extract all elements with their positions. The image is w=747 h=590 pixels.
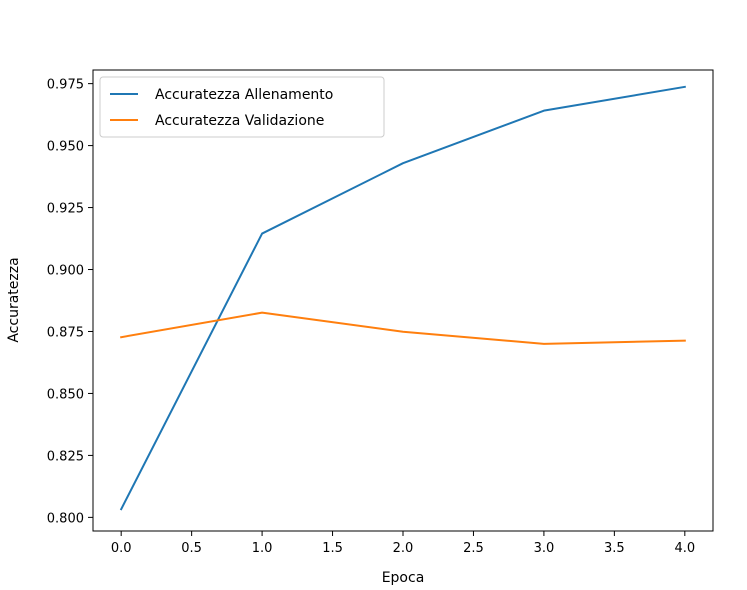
x-tick-label: 0.0 xyxy=(111,541,132,556)
legend-box xyxy=(99,76,385,138)
y-axis-label: Accuratezza xyxy=(6,257,22,342)
tick-layer: 0.0 0.5 1.0 1.5 2.0 2.5 3.0 3.5 4.0 0.800 0.825 0.8… xyxy=(47,78,695,556)
x-tick-label: 3.0 xyxy=(534,541,555,556)
y-tick-label: 0.900 xyxy=(47,264,84,279)
plot-frame xyxy=(92,69,714,532)
y-tick-label: 0.800 xyxy=(47,511,84,526)
legend: Accuratezza Allenamento Accuratezza Vali… xyxy=(99,76,385,138)
x-tick-label: 2.5 xyxy=(463,541,484,556)
y-tick-label: 0.950 xyxy=(47,140,84,155)
x-tick-label: 0.5 xyxy=(181,541,202,556)
y-tick-label: 0.925 xyxy=(47,202,84,217)
series-line-train xyxy=(119,85,686,511)
x-tick-label: 2.0 xyxy=(393,541,414,556)
y-tick-label: 0.825 xyxy=(47,449,84,464)
x-tick-label: 1.0 xyxy=(252,541,273,556)
y-tick-label: 0.975 xyxy=(47,78,84,93)
series-line-validation xyxy=(120,311,686,345)
x-tick-label: 1.5 xyxy=(322,541,343,556)
y-tick-label: 0.850 xyxy=(47,387,84,402)
legend-label-validation: Accuratezza Validazione xyxy=(155,113,324,129)
x-tick-label: 4.0 xyxy=(674,541,695,556)
x-tick-label: 3.5 xyxy=(604,541,625,556)
series-layer xyxy=(119,85,686,511)
plot-area xyxy=(93,70,713,531)
legend-label-train: Accuratezza Allenamento xyxy=(155,87,333,103)
y-tick-label: 0.875 xyxy=(47,325,84,340)
x-axis-label: Epoca xyxy=(382,570,425,586)
